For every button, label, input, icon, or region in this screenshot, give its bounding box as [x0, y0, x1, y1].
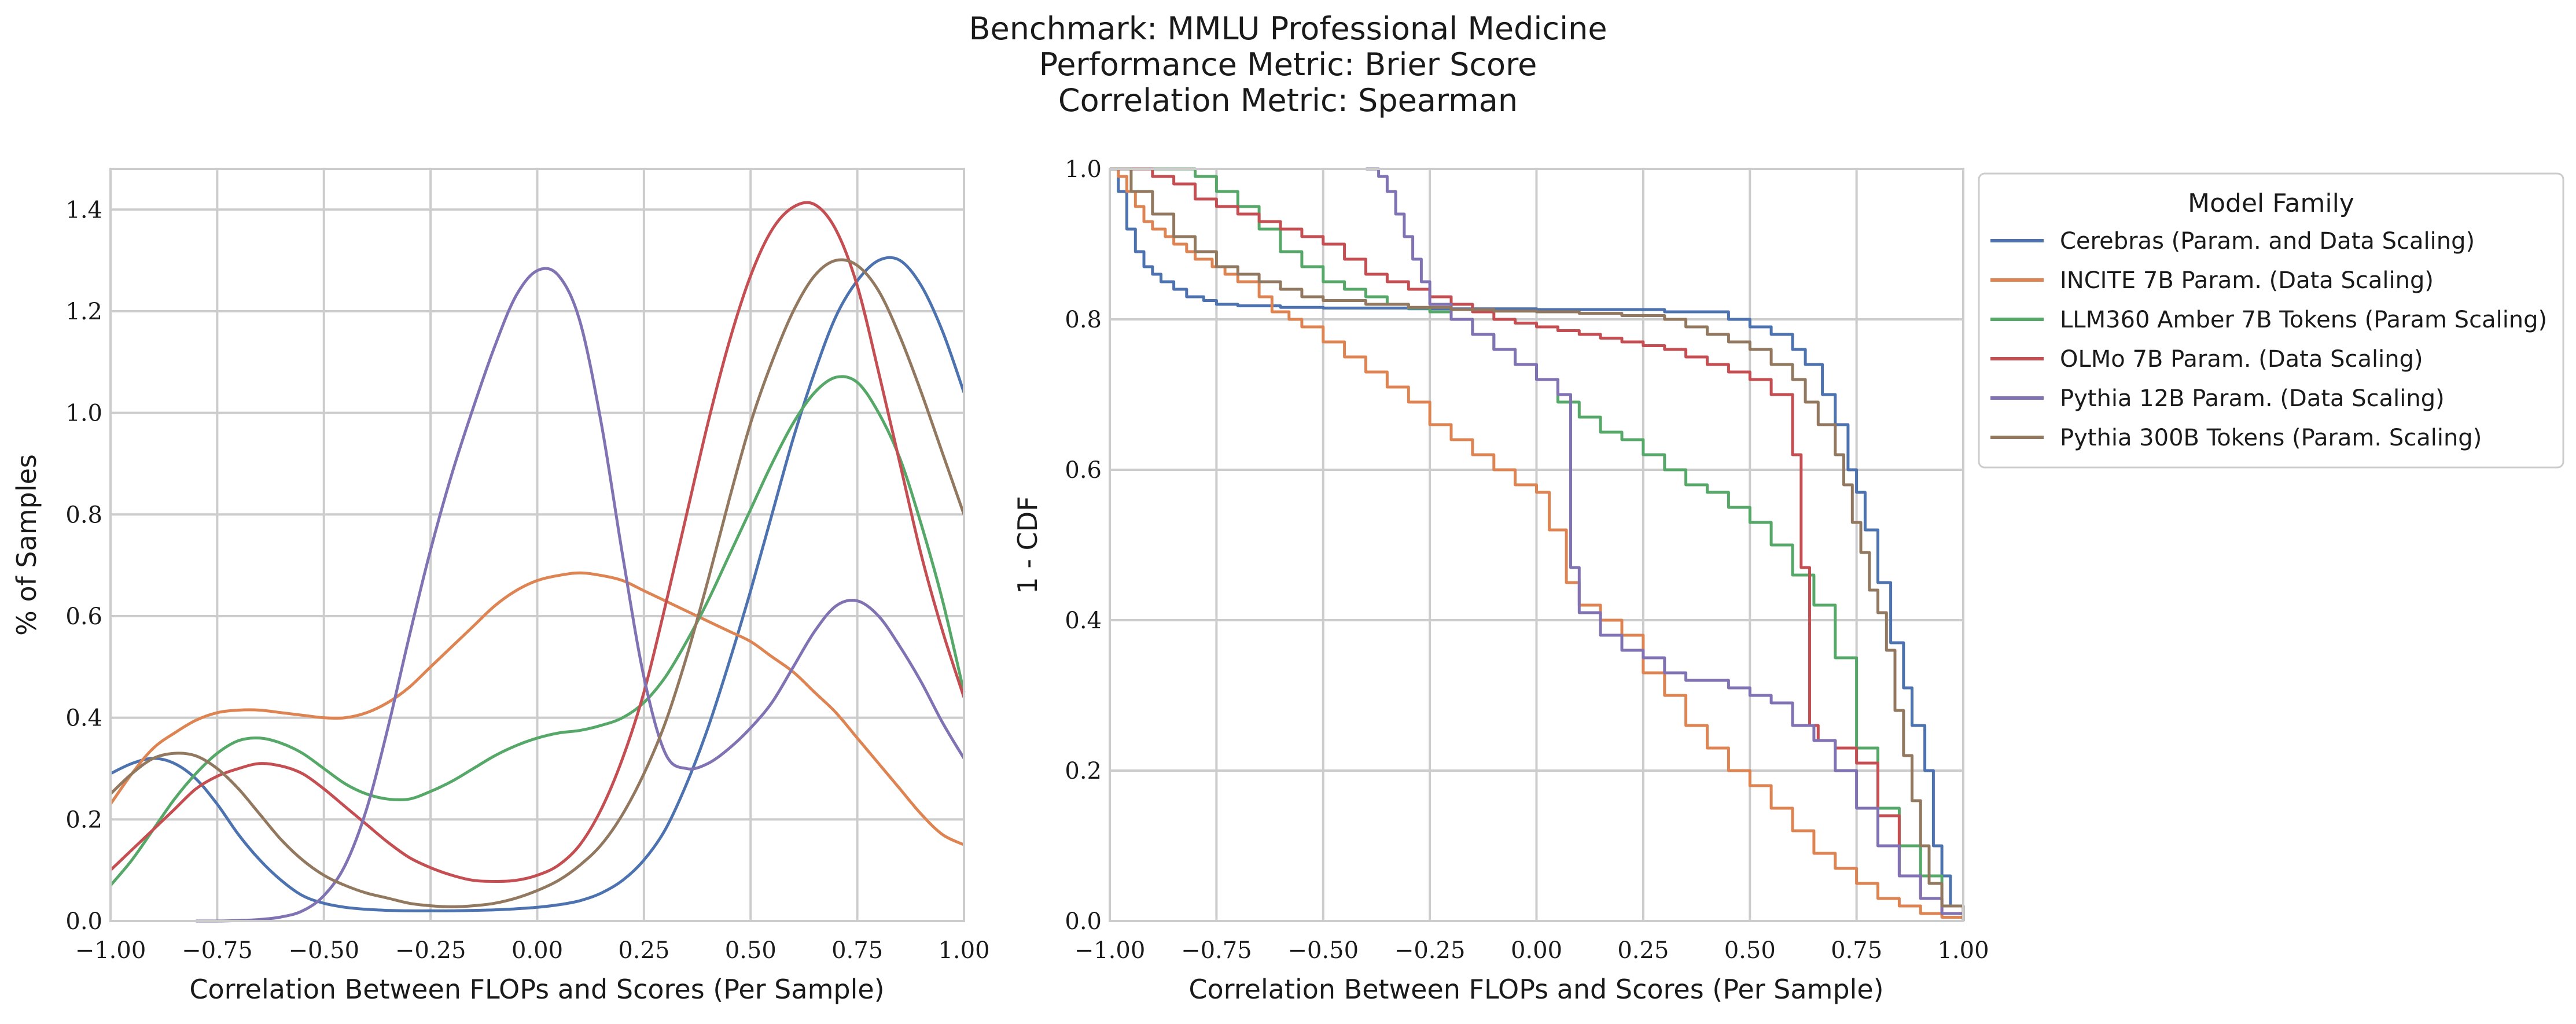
cdf-series	[1110, 167, 1965, 921]
cdf-y-tick-label: 0.0	[1065, 908, 1102, 935]
kde-x-tick-label: 0.50	[725, 937, 777, 964]
kde-y-axis-label: % of Samples	[11, 454, 42, 636]
kde-x-tick-label: −1.00	[75, 937, 146, 964]
kde-x-tick-label: −0.75	[182, 937, 253, 964]
legend-label: LLM360 Amber 7B Tokens (Param Scaling)	[2060, 307, 2547, 333]
cdf-y-tick-label: 1.0	[1065, 156, 1102, 183]
kde-y-tick-label: 0.6	[65, 603, 102, 630]
cdf-x-tick-label: 0.50	[1724, 937, 1776, 964]
cdf-line-cerebras-param-and-data-scaling	[1110, 167, 1965, 921]
legend-box	[1978, 172, 2564, 469]
legend-items: Cerebras (Param. and Data Scaling) INCITE…	[1990, 228, 2547, 451]
legend-label: Pythia 300B Tokens (Param. Scaling)	[2060, 425, 2482, 451]
kde-y-tick-label: 1.2	[65, 299, 102, 325]
kde-x-axis-label: Correlation Between FLOPs and Scores (Pe…	[189, 974, 884, 1005]
kde-grid	[109, 169, 965, 922]
kde-line-pythia-300b-tokens-param-scaling	[109, 258, 966, 908]
kde-line-incite-7b-param-data-scaling	[109, 571, 965, 846]
legend-label: Pythia 12B Param. (Data Scaling)	[2060, 385, 2445, 412]
kde-y-tick-label: 1.0	[65, 400, 102, 427]
kde-line-cerebras-param-and-data-scaling	[109, 256, 966, 912]
cdf-y-tick-label: 0.2	[1065, 758, 1102, 784]
cdf-x-tick-label: −0.50	[1287, 937, 1359, 964]
cdf-x-tick-label: 0.00	[1511, 937, 1562, 964]
cdf-x-tick-label: 0.25	[1617, 937, 1669, 964]
kde-y-tick-label: 0.2	[65, 806, 102, 833]
kde-line-olmo-7b-param-data-scaling	[109, 201, 966, 883]
cdf-line-llm360-amber-7b-tokens-param-scaling	[1110, 167, 1965, 921]
cdf-x-tick-label: 1.00	[1937, 937, 1989, 964]
legend-label: OLMo 7B Param. (Data Scaling)	[2060, 346, 2423, 373]
legend-title: Model Family	[2188, 189, 2354, 218]
kde-y-tick-label: 0.4	[65, 705, 102, 732]
cdf-x-axis-label: Correlation Between FLOPs and Scores (Pe…	[1188, 974, 1883, 1005]
kde-y-tick-label: 1.4	[65, 197, 102, 223]
legend-label: Cerebras (Param. and Data Scaling)	[2060, 228, 2475, 255]
kde-x-tick-label: 0.75	[831, 937, 883, 964]
kde-series	[109, 201, 966, 923]
legend: Model Family Cerebras (Param. and Data S…	[1978, 172, 2564, 469]
cdf-x-tick-label: −0.75	[1181, 937, 1252, 964]
cdf-panel: −1.00 −0.75 −0.50 −0.25 0.00 0.25 0.50 0.75 1.00…	[1012, 156, 1989, 1005]
cdf-line-pythia-12b-param-data-scaling	[1366, 167, 1965, 921]
suptitle-line-2: Performance Metric: Brier Score	[1039, 46, 1537, 83]
kde-panel: −1.00 −0.75 −0.50 −0.25 0.00 0.25 0.50 0.75 1.00…	[11, 168, 990, 1005]
cdf-line-incite-7b-param-data-scaling	[1110, 167, 1965, 921]
kde-y-tick-label: 0.8	[65, 502, 102, 528]
kde-line-pythia-12b-param-data-scaling	[196, 267, 966, 923]
cdf-y-tick-label: 0.4	[1065, 607, 1102, 634]
kde-x-tick-label: 0.25	[618, 937, 669, 964]
kde-x-tick-label: −0.50	[288, 937, 359, 964]
legend-label: INCITE 7B Param. (Data Scaling)	[2060, 267, 2434, 294]
cdf-y-tick-label: 0.6	[1065, 457, 1102, 484]
cdf-ticks: −1.00 −0.75 −0.50 −0.25 0.00 0.25 0.50 0.75 1.00…	[1065, 156, 1989, 964]
kde-x-tick-label: −0.25	[395, 937, 466, 964]
suptitle: Benchmark: MMLU Professional Medicine Pe…	[969, 10, 1607, 119]
cdf-y-tick-label: 0.8	[1065, 307, 1102, 333]
kde-x-tick-label: 1.00	[938, 937, 989, 964]
suptitle-line-3: Correlation Metric: Spearman	[1058, 82, 1518, 119]
cdf-y-axis-label: 1 - CDF	[1012, 496, 1043, 594]
kde-y-tick-label: 0.0	[65, 908, 102, 935]
cdf-x-tick-label: 0.75	[1831, 937, 1882, 964]
suptitle-line-1: Benchmark: MMLU Professional Medicine	[969, 10, 1607, 47]
kde-plot-frame	[109, 168, 965, 922]
kde-line-llm360-amber-7b-tokens-param-scaling	[109, 375, 966, 887]
cdf-line-pythia-300b-tokens-param-scaling	[1110, 167, 1965, 921]
cdf-x-tick-label: −0.25	[1394, 937, 1466, 964]
cdf-plot-frame	[1109, 168, 1964, 922]
kde-ticks: −1.00 −0.75 −0.50 −0.25 0.00 0.25 0.50 0.75 1.00…	[65, 197, 989, 964]
kde-x-tick-label: 0.00	[511, 937, 563, 964]
cdf-x-tick-label: −1.00	[1074, 937, 1146, 964]
